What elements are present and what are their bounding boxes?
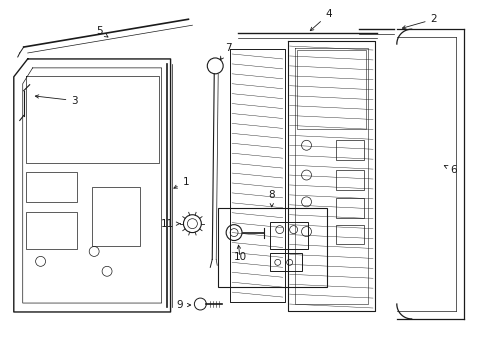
Bar xyxy=(296,50,366,129)
Bar xyxy=(26,172,77,202)
Text: 9: 9 xyxy=(177,300,190,310)
Bar xyxy=(218,208,326,287)
Bar xyxy=(336,140,364,160)
Text: 2: 2 xyxy=(402,14,436,29)
Bar xyxy=(92,187,140,247)
Bar xyxy=(269,253,301,271)
Text: 7: 7 xyxy=(220,43,231,60)
Text: 8: 8 xyxy=(268,190,275,207)
Bar xyxy=(336,198,364,218)
Bar xyxy=(26,212,77,249)
Text: 1: 1 xyxy=(174,177,189,188)
Text: 10: 10 xyxy=(233,252,246,262)
Text: 3: 3 xyxy=(35,95,78,105)
Text: 5: 5 xyxy=(96,26,108,37)
Text: 11: 11 xyxy=(161,219,180,229)
Bar xyxy=(336,225,364,244)
Text: 4: 4 xyxy=(310,9,331,31)
Bar xyxy=(336,170,364,190)
Text: 6: 6 xyxy=(444,165,456,175)
Bar xyxy=(269,222,307,249)
